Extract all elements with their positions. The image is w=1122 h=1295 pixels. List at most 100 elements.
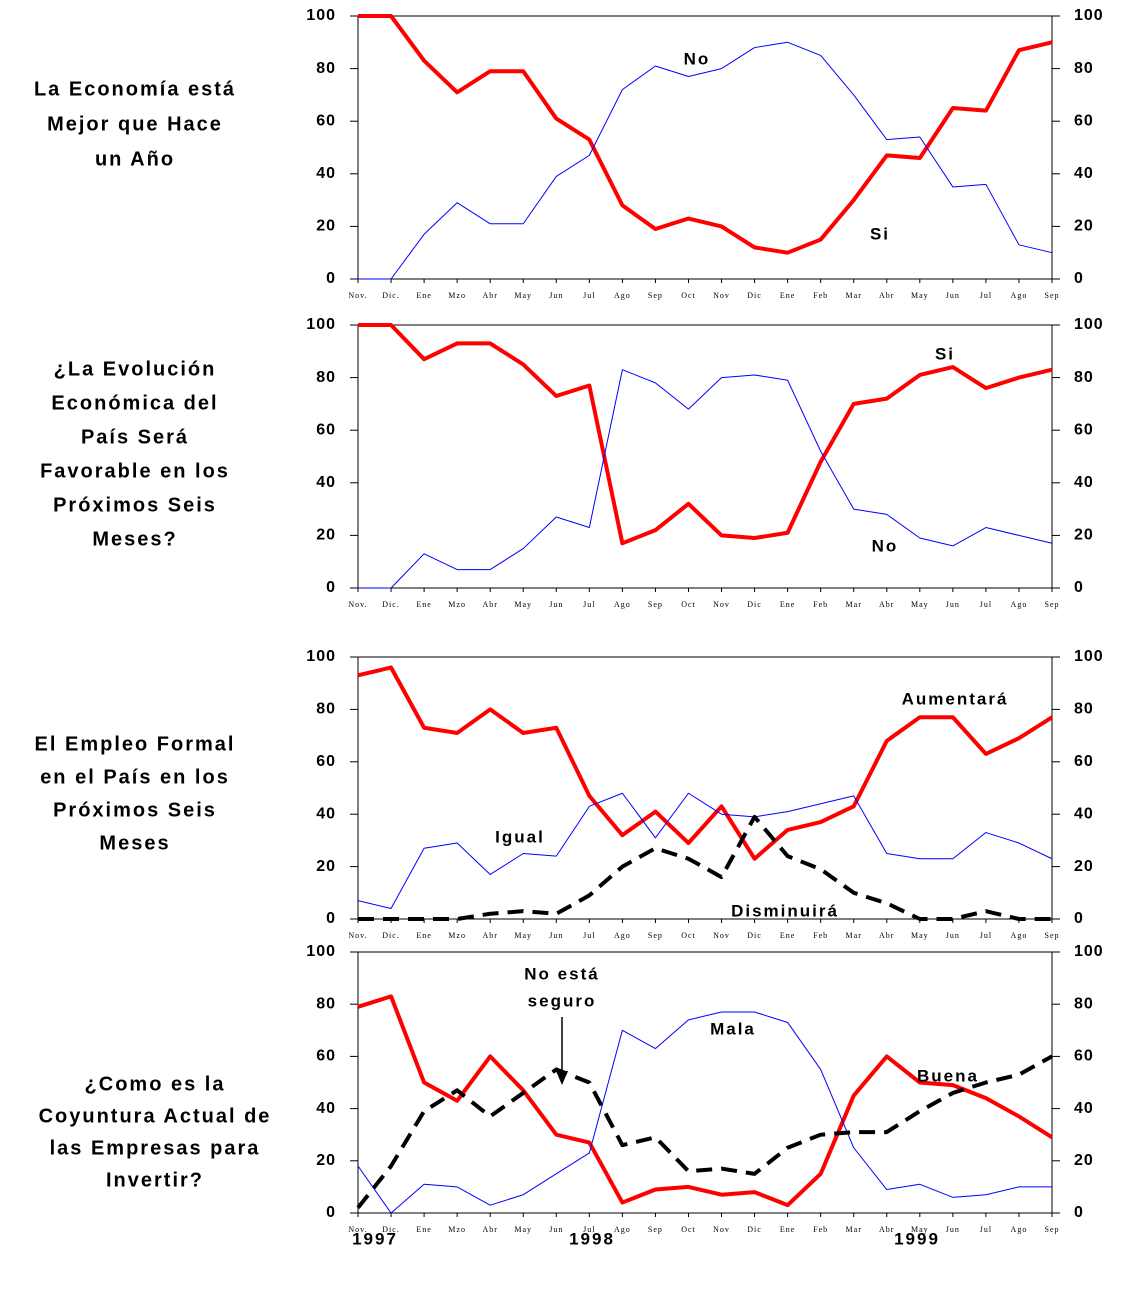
y-tick-label: 0 xyxy=(326,270,336,287)
plot-frame xyxy=(357,951,1053,1214)
x-tick-label: Ago xyxy=(614,291,631,300)
x-tick-label: Mar xyxy=(846,291,862,300)
x-tick-label: Mzo xyxy=(448,600,466,609)
x-tick-label: Ago xyxy=(614,931,631,940)
y-tick-label: 80 xyxy=(316,369,336,386)
x-tick-label: Dic xyxy=(747,931,762,940)
plot-frame xyxy=(357,15,1053,280)
y-tick-label: 60 xyxy=(316,112,336,129)
y-tick-label: 0 xyxy=(326,579,336,596)
y2-tick-label: 0 xyxy=(1074,579,1084,596)
question-label: las Empresas para xyxy=(50,1137,261,1159)
x-tick-label: Ene xyxy=(780,600,795,609)
y-tick-label: 40 xyxy=(316,1100,336,1117)
x-tick-label: Dic. xyxy=(382,600,400,609)
series-line xyxy=(358,14,1053,255)
x-tick-label: Sep xyxy=(1045,1225,1060,1234)
x-tick-label: Abr xyxy=(482,1225,497,1234)
x-tick-label: May xyxy=(514,291,532,300)
x-tick-label: Abr xyxy=(879,291,894,300)
x-tick-label: Ene xyxy=(780,291,795,300)
x-tick-label: Feb xyxy=(813,291,828,300)
plot-frame xyxy=(357,324,1053,589)
x-tick-label: Nov. xyxy=(348,1225,367,1234)
y-tick-label: 100 xyxy=(306,943,336,960)
question-label: Coyuntura Actual de xyxy=(39,1105,272,1127)
question-label: Meses xyxy=(99,832,170,854)
annotation-arrowhead xyxy=(556,1071,568,1085)
x-tick-label: Sep xyxy=(648,1225,663,1234)
y-tick-label: 100 xyxy=(306,648,336,665)
x-tick-label: Jun xyxy=(549,1225,563,1234)
y-tick-label: 60 xyxy=(316,1048,336,1065)
x-tick-label: May xyxy=(514,1225,532,1234)
question-label: Invertir? xyxy=(106,1169,204,1191)
x-tick-label: Jul xyxy=(980,1225,992,1234)
series-line xyxy=(357,1011,1052,1214)
series-line xyxy=(357,994,1054,1208)
y2-tick-label: 60 xyxy=(1074,421,1094,438)
annotation: Aumentará xyxy=(902,689,1009,708)
y2-tick-label: 40 xyxy=(1074,1100,1094,1117)
y-tick-label: 80 xyxy=(316,701,336,718)
x-tick-label: Mar xyxy=(846,600,862,609)
series-line xyxy=(358,814,1052,921)
annotation: Si xyxy=(935,344,955,363)
y2-tick-label: 80 xyxy=(1074,995,1094,1012)
question-label: Próximos Seis xyxy=(53,799,217,821)
year-label: 1999 xyxy=(894,1229,940,1248)
y-tick-label: 40 xyxy=(316,165,336,182)
y-tick-label: 80 xyxy=(316,60,336,77)
series-line xyxy=(356,1054,1053,1210)
year-label: 1997 xyxy=(352,1229,398,1248)
x-tick-label: Jul xyxy=(980,931,992,940)
x-tick-label: Ene xyxy=(416,600,431,609)
plot-frame xyxy=(357,656,1053,920)
y2-tick-label: 80 xyxy=(1074,369,1094,386)
x-tick-label: Jun xyxy=(549,600,563,609)
y-tick-label: 20 xyxy=(316,218,336,235)
y-tick-label: 40 xyxy=(316,474,336,491)
y2-tick-label: 20 xyxy=(1074,858,1094,875)
x-tick-label: May xyxy=(911,600,929,609)
x-tick-label: Ago xyxy=(614,1225,631,1234)
y-tick-label: 100 xyxy=(306,7,336,24)
x-tick-label: Ene xyxy=(416,931,431,940)
x-tick-label: May xyxy=(514,931,532,940)
x-tick-label: Dic. xyxy=(382,1225,400,1234)
annotation: No está xyxy=(524,964,599,983)
x-tick-label: Oct xyxy=(681,291,696,300)
x-tick-label: Nov xyxy=(713,600,730,609)
y2-tick-label: 100 xyxy=(1074,7,1104,24)
x-tick-label: Ene xyxy=(780,1225,795,1234)
x-tick-label: Sep xyxy=(648,931,663,940)
y-tick-label: 60 xyxy=(316,421,336,438)
x-tick-label: Nov xyxy=(713,291,730,300)
x-tick-label: Sep xyxy=(648,291,663,300)
annotation: Igual xyxy=(495,827,545,846)
y2-tick-label: 40 xyxy=(1074,165,1094,182)
x-tick-label: Nov. xyxy=(348,931,367,940)
question-label: País Será xyxy=(81,426,189,448)
x-tick-label: Oct xyxy=(681,931,696,940)
x-tick-label: Ene xyxy=(780,931,795,940)
series-line xyxy=(357,665,1054,861)
x-tick-label: Nov xyxy=(713,1225,730,1234)
x-tick-label: Jun xyxy=(946,600,960,609)
y2-tick-label: 100 xyxy=(1074,316,1104,333)
y-tick-label: 20 xyxy=(316,1152,336,1169)
x-tick-label: Feb xyxy=(813,1225,828,1234)
question-label: Favorable en los xyxy=(40,460,230,482)
series-line xyxy=(358,41,1053,280)
y2-tick-label: 40 xyxy=(1074,474,1094,491)
x-tick-label: Abr xyxy=(482,291,497,300)
x-tick-label: Jul xyxy=(583,600,595,609)
x-tick-label: Sep xyxy=(1045,600,1060,609)
x-tick-label: Feb xyxy=(813,931,828,940)
x-tick-label: Ago xyxy=(1011,291,1028,300)
x-tick-label: Jul xyxy=(583,291,595,300)
y2-tick-label: 60 xyxy=(1074,112,1094,129)
y-tick-label: 40 xyxy=(316,805,336,822)
x-tick-label: Jun xyxy=(946,291,960,300)
